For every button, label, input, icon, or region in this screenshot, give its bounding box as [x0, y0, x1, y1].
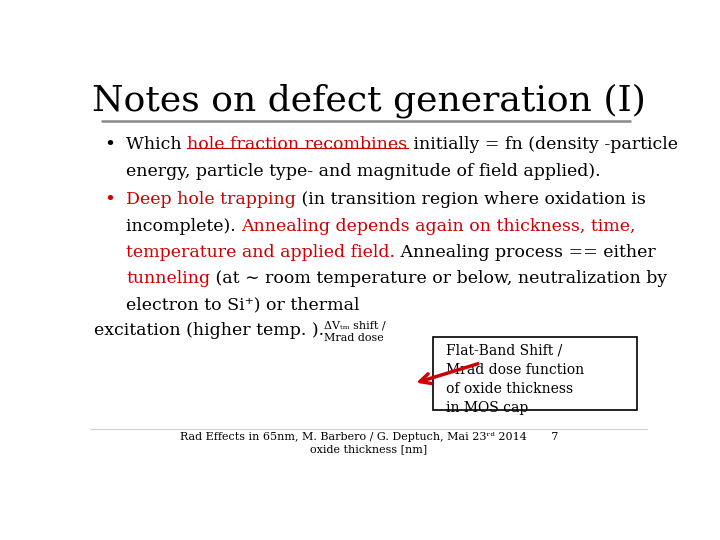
Text: •: • [104, 191, 115, 210]
Text: hole fraction recombines: hole fraction recombines [187, 136, 408, 153]
Text: Rad Effects in 65nm, M. Barbero / G. Deptuch, Mai 23ʳᵈ 2014       7: Rad Effects in 65nm, M. Barbero / G. Dep… [180, 431, 558, 442]
Text: (in transition region where oxidation is: (in transition region where oxidation is [296, 191, 646, 208]
Text: incomplete).: incomplete). [126, 218, 241, 234]
Text: energy, particle type- and magnitude of field applied).: energy, particle type- and magnitude of … [126, 163, 601, 179]
Text: Flat-Band Shift /
Mrad dose function
of oxide thickness
in MOS cap: Flat-Band Shift / Mrad dose function of … [446, 344, 584, 415]
Text: tunneling: tunneling [126, 270, 210, 287]
Text: temperature and applied field.: temperature and applied field. [126, 244, 395, 261]
Text: oxide thickness [nm]: oxide thickness [nm] [310, 444, 428, 455]
Text: initially = fn (density -particle: initially = fn (density -particle [408, 136, 678, 153]
Text: excitation (higher temp. ).: excitation (higher temp. ). [94, 322, 325, 339]
Text: Annealing depends again on thickness, time,: Annealing depends again on thickness, ti… [241, 218, 636, 234]
Text: Which: Which [126, 136, 187, 153]
FancyBboxPatch shape [433, 337, 637, 410]
Text: ΔVₜₘ shift /
Mrad dose: ΔVₜₘ shift / Mrad dose [324, 320, 386, 342]
Text: (at ∼ room temperature or below, neutralization by: (at ∼ room temperature or below, neutral… [210, 270, 667, 287]
Text: Deep hole trapping: Deep hole trapping [126, 191, 296, 208]
Text: Annealing process == either: Annealing process == either [395, 244, 656, 261]
Text: electron to Si⁺) or thermal: electron to Si⁺) or thermal [126, 296, 360, 313]
Text: •: • [104, 136, 115, 154]
Text: Notes on defect generation (I): Notes on defect generation (I) [92, 84, 646, 118]
